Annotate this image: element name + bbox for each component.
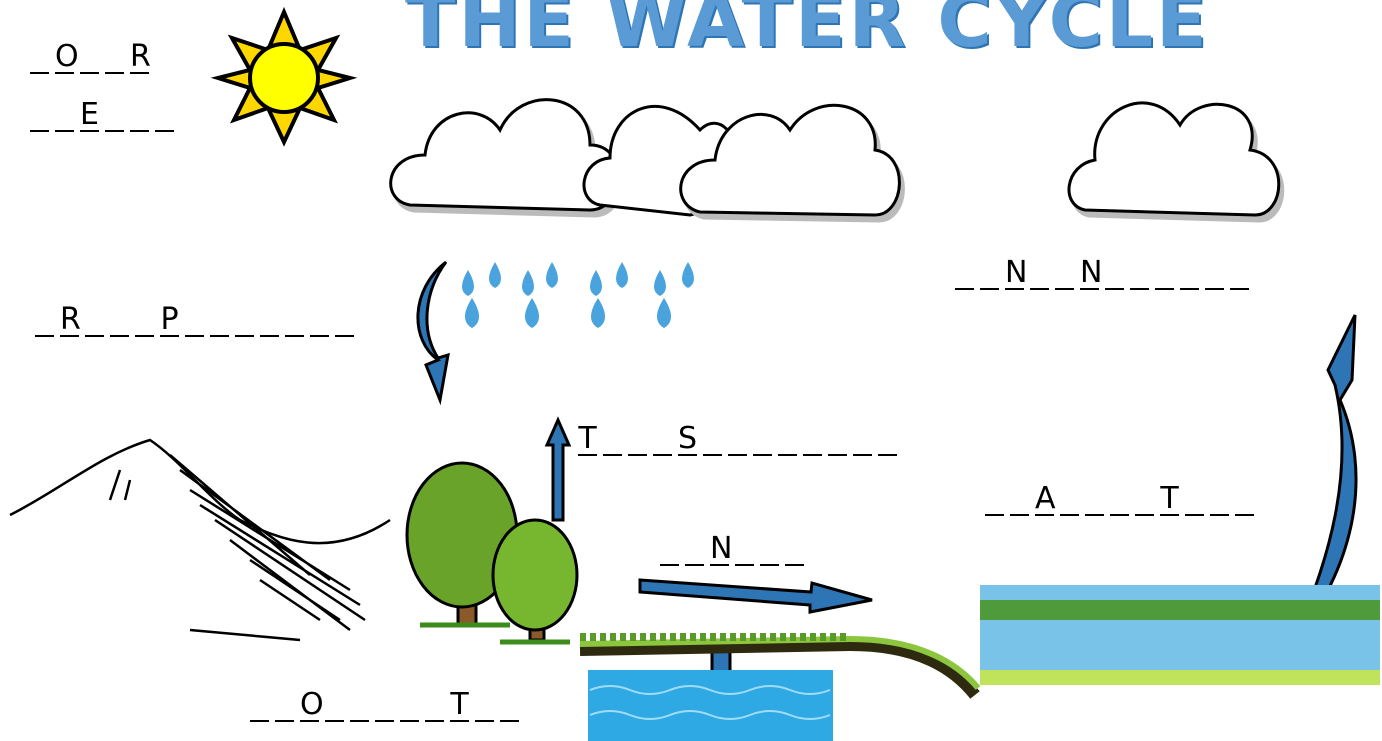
blank: _ (130, 100, 149, 132)
blank: _ (260, 305, 279, 337)
blank: _ (1230, 258, 1249, 290)
blank: _ (1130, 258, 1149, 290)
blank: _ (30, 100, 49, 132)
blank: _ (1010, 484, 1029, 516)
letter: N (1005, 258, 1024, 290)
blank: _ (35, 305, 54, 337)
letter: E (80, 100, 99, 132)
blank: _ (753, 424, 772, 456)
blank: _ (653, 424, 672, 456)
blank: _ (475, 690, 494, 722)
blank: _ (55, 100, 74, 132)
letter: N (710, 534, 729, 566)
sun (218, 12, 350, 142)
blank: _ (325, 690, 344, 722)
word-puzzle: _O__R (30, 42, 149, 74)
letter: R (60, 305, 79, 337)
blank: _ (778, 424, 797, 456)
blank: _ (1235, 484, 1254, 516)
blank: _ (1210, 484, 1229, 516)
blank: _ (703, 424, 722, 456)
word-puzzle: T___S________ (578, 424, 897, 456)
blank: _ (1155, 258, 1174, 290)
blank: _ (185, 305, 204, 337)
blank: _ (1085, 484, 1104, 516)
blank: _ (85, 305, 104, 337)
letter: T (450, 690, 469, 722)
blank: _ (980, 258, 999, 290)
blank: _ (828, 424, 847, 456)
illustration (0, 0, 1382, 741)
blank: _ (135, 305, 154, 337)
worksheet: THE WATER CYCLE _O__R __E___ _R___P_____… (0, 0, 1382, 741)
blank: _ (1055, 258, 1074, 290)
blank: _ (1205, 258, 1224, 290)
word-puzzle: _R___P_______ (35, 305, 354, 337)
letter: R (130, 42, 149, 74)
letter: O (300, 690, 319, 722)
blank: _ (30, 42, 49, 74)
letter: S (678, 424, 697, 456)
blank: _ (250, 690, 269, 722)
lake (980, 585, 1380, 685)
blank: _ (210, 305, 229, 337)
blank: _ (1110, 484, 1129, 516)
word-puzzle: __N___ (660, 534, 804, 566)
letter: P (160, 305, 179, 337)
blank: _ (285, 305, 304, 337)
mountain (10, 440, 390, 640)
word-puzzle: __A____T___ (985, 484, 1254, 516)
blank: _ (728, 424, 747, 456)
blank: _ (760, 534, 779, 566)
clouds (391, 100, 1279, 215)
blank: _ (335, 305, 354, 337)
word-puzzle: __E___ (30, 100, 174, 132)
blank: _ (105, 42, 124, 74)
blank: _ (985, 484, 1004, 516)
blank: _ (105, 100, 124, 132)
blank: _ (785, 534, 804, 566)
blank: _ (110, 305, 129, 337)
letter: O (55, 42, 74, 74)
word-puzzle: __N__N______ (955, 258, 1249, 290)
blank: _ (425, 690, 444, 722)
word-puzzle: __O_____T__ (250, 690, 519, 722)
letter: A (1035, 484, 1054, 516)
blank: _ (235, 305, 254, 337)
blank: _ (500, 690, 519, 722)
blank: _ (1180, 258, 1199, 290)
blank: _ (878, 424, 897, 456)
blank: _ (80, 42, 99, 74)
ground (580, 637, 978, 741)
blank: _ (628, 424, 647, 456)
title: THE WATER CYCLE (405, 0, 1210, 64)
blank: _ (803, 424, 822, 456)
blank: _ (375, 690, 394, 722)
blank: _ (955, 258, 974, 290)
blank: _ (853, 424, 872, 456)
blank: _ (275, 690, 294, 722)
blank: _ (1105, 258, 1124, 290)
letter: N (1080, 258, 1099, 290)
blank: _ (1185, 484, 1204, 516)
blank: _ (1135, 484, 1154, 516)
letter: T (578, 424, 597, 456)
blank: _ (310, 305, 329, 337)
blank: _ (1030, 258, 1049, 290)
blank: _ (735, 534, 754, 566)
blank: _ (660, 534, 679, 566)
blank: _ (155, 100, 174, 132)
blank: _ (350, 690, 369, 722)
blank: _ (400, 690, 419, 722)
rain-drops (462, 262, 694, 328)
blank: _ (603, 424, 622, 456)
blank: _ (1060, 484, 1079, 516)
blank: _ (685, 534, 704, 566)
letter: T (1160, 484, 1179, 516)
